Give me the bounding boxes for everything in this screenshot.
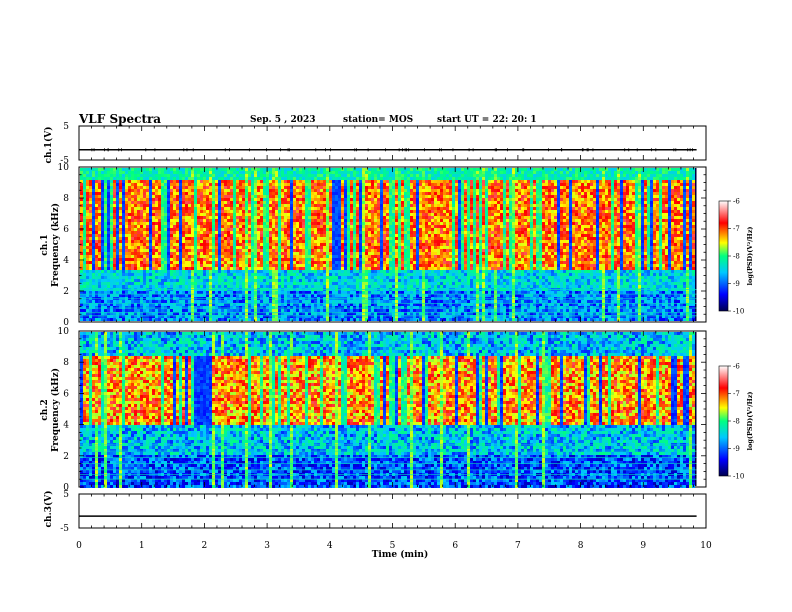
y-tick-label: 5 bbox=[63, 122, 69, 132]
colorbar-tick-label: -9 bbox=[733, 280, 740, 288]
x-tick-label: 0 bbox=[76, 541, 82, 551]
ch2-spectrogram-ylabel: ch.2 Frequency (kHz) bbox=[40, 368, 61, 452]
colorbar-tick-label: -8 bbox=[733, 253, 740, 261]
y-tick-label: -5 bbox=[60, 156, 69, 166]
colorbar-tick-label: -10 bbox=[733, 473, 744, 481]
ch2-no-data bbox=[696, 332, 705, 486]
start-time-label: start UT = 22: 20: 1 bbox=[437, 115, 537, 125]
ch3-waveform-ylabel: ch.3(V) bbox=[43, 491, 54, 528]
colorbar-title: log(PSD)(V²/Hz) bbox=[746, 392, 754, 451]
y-tick-label: 8 bbox=[63, 194, 69, 204]
x-tick-label: 8 bbox=[578, 541, 584, 551]
colorbar-gradient bbox=[718, 365, 729, 477]
y-tick-label: 4 bbox=[63, 256, 69, 266]
ch1-waveform-ylabel: ch.1(V) bbox=[43, 127, 54, 164]
y-tick-label: 0 bbox=[63, 318, 69, 328]
ch1-spectrogram-image bbox=[80, 168, 705, 321]
x-axis-label: Time (min) bbox=[372, 549, 429, 560]
ch1-no-data bbox=[696, 168, 705, 321]
x-tick-label: 1 bbox=[139, 541, 145, 551]
y-tick-label: 2 bbox=[63, 452, 69, 462]
ch2-ylabel-frequency: Frequency (kHz) bbox=[50, 368, 61, 452]
y-tick-label: 10 bbox=[58, 163, 70, 173]
colorbar-tick-label: -8 bbox=[733, 418, 740, 426]
station-label: station= MOS bbox=[343, 115, 413, 125]
colorbar-tick-label: -7 bbox=[733, 390, 740, 398]
ch1-waveform-trace bbox=[79, 148, 697, 152]
y-tick-label: 10 bbox=[58, 327, 70, 337]
ch1-waveform-frame bbox=[78, 125, 707, 161]
x-tick-label: 9 bbox=[640, 541, 646, 551]
y-tick-label: 4 bbox=[63, 421, 69, 431]
colorbar-tick-label: -6 bbox=[733, 198, 740, 206]
ch1-ylabel-channel: ch.1 bbox=[40, 234, 50, 255]
x-tick-label: 6 bbox=[452, 541, 458, 551]
colorbar-tick-label: -7 bbox=[733, 225, 740, 233]
axis-ticks bbox=[78, 126, 707, 528]
y-tick-label: 8 bbox=[63, 358, 69, 368]
ch1-ylabel-frequency: Frequency (kHz) bbox=[50, 203, 61, 287]
date-label: Sep. 5 , 2023 bbox=[250, 115, 316, 125]
y-tick-label: 6 bbox=[63, 389, 69, 399]
x-tick-label: 4 bbox=[327, 541, 333, 551]
x-tick-label: 10 bbox=[700, 541, 712, 551]
ch2-ylabel-channel: ch.2 bbox=[40, 399, 50, 420]
colorbar-tick-label: -6 bbox=[733, 363, 740, 371]
ch1-spectrogram-ylabel: ch.1 Frequency (kHz) bbox=[40, 203, 61, 287]
colorbar-title: log(PSD)(V²/Hz) bbox=[746, 227, 754, 286]
y-tick-label: 6 bbox=[63, 225, 69, 235]
colorbar-gradient bbox=[718, 200, 729, 312]
y-tick-label: -5 bbox=[60, 524, 69, 534]
colorbar-tick-label: -9 bbox=[733, 445, 740, 453]
y-tick-label: 0 bbox=[63, 483, 69, 493]
x-tick-labels: 0 1 2 3 4 5 6 7 8 9 10 bbox=[76, 541, 712, 551]
ch3-waveform-frame bbox=[78, 493, 707, 529]
x-tick-label: 5 bbox=[390, 541, 396, 551]
y-tick-label: 2 bbox=[63, 287, 69, 297]
x-tick-label: 2 bbox=[202, 541, 208, 551]
x-tick-label: 3 bbox=[264, 541, 270, 551]
x-tick-label: 7 bbox=[515, 541, 521, 551]
ch2-colorbar: -6 -7 -8 -9 -10 log(PSD)(V²/Hz) bbox=[718, 363, 754, 481]
figure-title: VLF Spectra bbox=[79, 112, 161, 126]
colorbar-tick-label: -10 bbox=[733, 308, 744, 316]
ch1-colorbar: -6 -7 -8 -9 -10 log(PSD)(V²/Hz) bbox=[718, 198, 754, 316]
ch2-spectrogram-image bbox=[80, 332, 705, 488]
y-tick-label: 5 bbox=[63, 490, 69, 500]
